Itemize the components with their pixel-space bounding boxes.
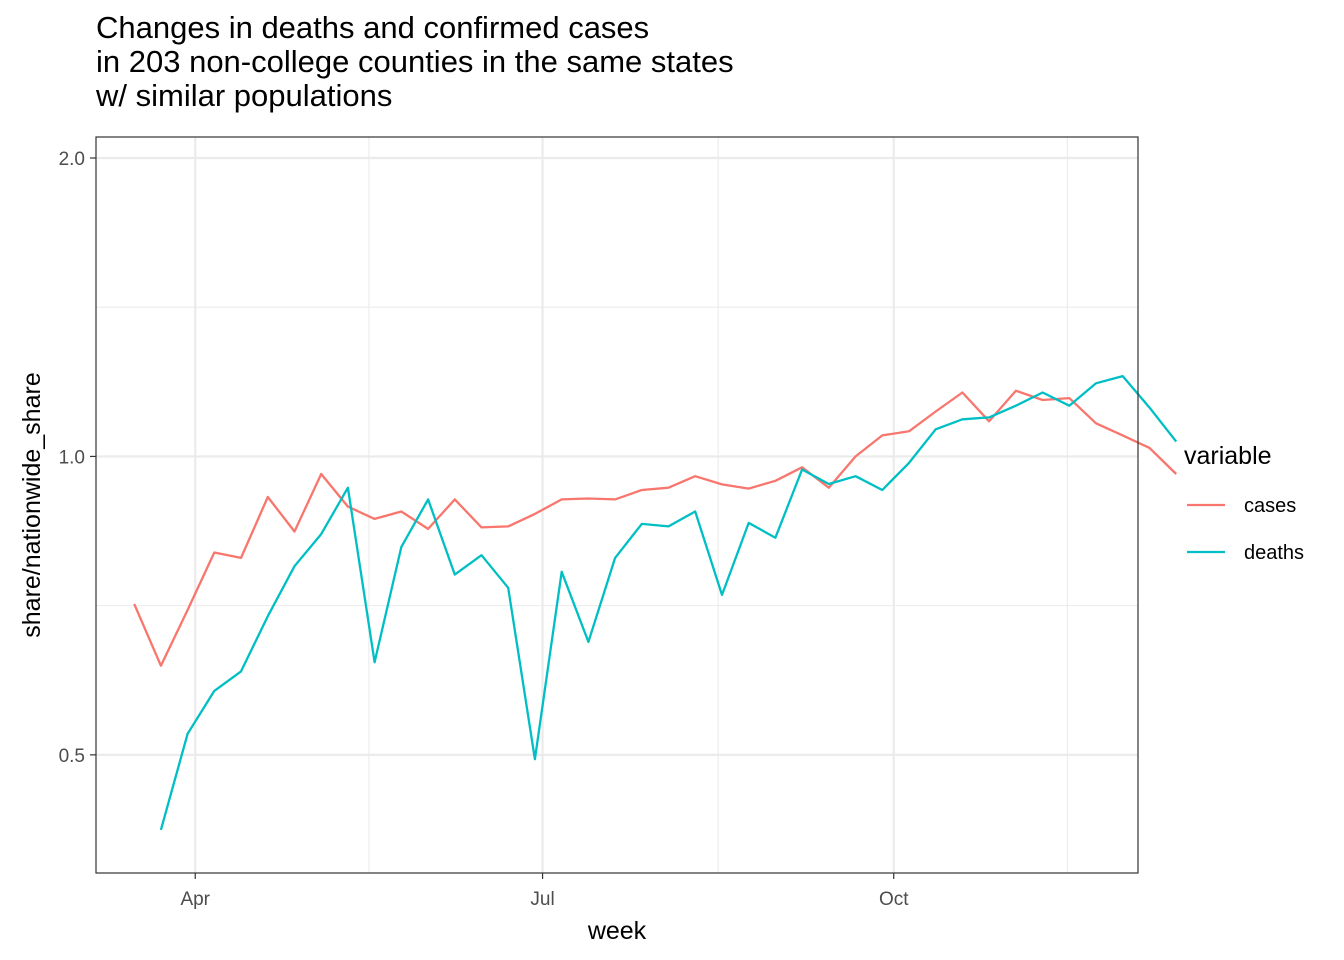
x-axis-title: week [587, 917, 647, 945]
x-tick-label: Oct [879, 889, 909, 910]
legend-label-deaths: deaths [1244, 542, 1304, 564]
y-tick-label: 1.0 [59, 447, 85, 468]
x-tick-label: Jul [530, 889, 554, 910]
title-line: in 203 non-college counties in the same … [96, 44, 734, 79]
title-line: w/ similar populations [95, 78, 392, 113]
x-axis: Apr Jul Oct [180, 873, 909, 910]
grid-major [96, 137, 1138, 873]
series-line-cases [133, 389, 1178, 667]
legend-label-cases: cases [1244, 495, 1296, 517]
series-lines [133, 374, 1178, 831]
legend: variable cases deaths [1184, 442, 1304, 564]
title-line: Changes in deaths and confirmed cases [96, 10, 649, 45]
grid-minor [96, 137, 1138, 873]
y-tick-label: 0.5 [59, 746, 85, 767]
panel-border [95, 136, 1139, 874]
chart-title: Changes in deaths and confirmed casesin … [95, 10, 734, 113]
legend-title: variable [1184, 442, 1272, 470]
series-line-deaths [159, 374, 1178, 831]
y-axis: 0.5 1.0 2.0 [59, 149, 96, 767]
y-tick-label: 2.0 [59, 149, 85, 170]
y-axis-title: share/nationwide_share [18, 372, 46, 637]
x-tick-label: Apr [180, 889, 210, 910]
